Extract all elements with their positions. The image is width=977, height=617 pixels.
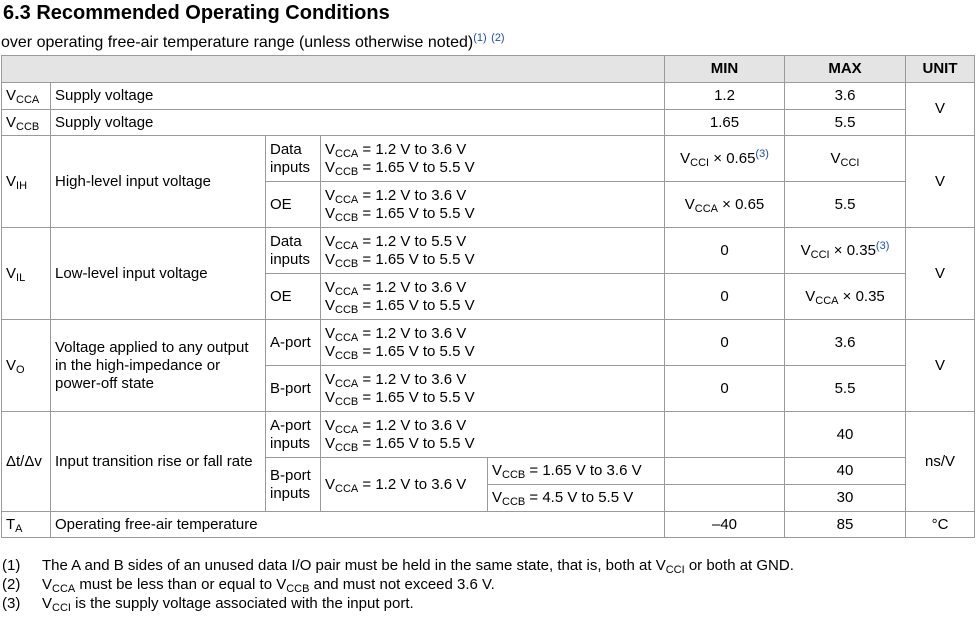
table-row-ta: TA Operating free-air temperature –40 85… bbox=[1, 511, 976, 538]
input-type-cell: Data inputs bbox=[265, 227, 321, 274]
unit-cell: V bbox=[905, 319, 976, 412]
table-row-dtdv-b2: VCCB = 4.5 V to 5.5 V 30 bbox=[2, 484, 975, 512]
header-max: MAX bbox=[784, 55, 907, 83]
min-cell bbox=[664, 484, 786, 512]
symbol-cell: VO bbox=[1, 319, 51, 412]
symbol-cell: TA bbox=[1, 511, 51, 538]
unit-cell: ns/V bbox=[905, 411, 976, 512]
condition-cell: VCCA = 1.2 V to 3.6 V VCCB = 1.65 V to 5… bbox=[319, 411, 666, 458]
condition-cell: VCCA = 1.2 V to 3.6 V bbox=[320, 457, 488, 512]
min-cell: 0 bbox=[664, 273, 786, 320]
max-cell: VCCI × 0.35(3) bbox=[784, 227, 907, 274]
table-row-vo-a: VO Voltage applied to any output in the … bbox=[1, 319, 976, 412]
description-cell: Input transition rise or fall rate bbox=[50, 411, 266, 512]
min-cell: 1.65 bbox=[664, 109, 786, 136]
description-cell: Voltage applied to any output in the hig… bbox=[50, 319, 266, 412]
section-title: 6.3 Recommended Operating Conditions bbox=[3, 2, 390, 24]
condition-cell: VCCB = 1.65 V to 3.6 V bbox=[486, 457, 666, 485]
condition-cell: VCCB = 4.5 V to 5.5 V bbox=[486, 484, 666, 512]
condition-cell: VCCA = 1.2 V to 5.5 V VCCB = 1.65 V to 5… bbox=[319, 227, 666, 274]
port-cell: B-port bbox=[265, 365, 321, 412]
max-cell: 3.6 bbox=[784, 82, 907, 110]
description-cell: High-level input voltage bbox=[50, 135, 266, 228]
table-row-vccb: VCCB Supply voltage 1.65 5.5 bbox=[1, 109, 975, 136]
footnote-ref-2[interactable]: (2) bbox=[491, 32, 505, 44]
unit-cell: V bbox=[905, 135, 976, 228]
header-unit: UNIT bbox=[905, 55, 976, 83]
table-row-vih-oe: OE VCCA = 1.2 V to 3.6 V VCCB = 1.65 V t… bbox=[2, 181, 975, 228]
footnote-ref-1[interactable]: (1) bbox=[473, 32, 487, 44]
input-type-cell: OE bbox=[265, 273, 321, 320]
unit-cell: V bbox=[905, 82, 976, 136]
min-cell: VCCA × 0.65 bbox=[664, 181, 786, 228]
symbol-cell: VIH bbox=[1, 135, 51, 228]
max-cell: 3.6 bbox=[784, 319, 907, 366]
unit-cell: °C bbox=[905, 511, 976, 538]
condition-cell: VCCA = 1.2 V to 3.6 V VCCB = 1.65 V to 5… bbox=[319, 135, 666, 182]
operating-conditions-table: MIN MAX UNIT VCCA Supply voltage 1.2 3.6… bbox=[0, 55, 976, 538]
header-row: MIN MAX UNIT bbox=[0, 55, 976, 83]
table-row-vcca: VCCA Supply voltage 1.2 3.6 V bbox=[1, 82, 976, 136]
max-cell: 5.5 bbox=[784, 181, 907, 228]
footnotes: (1) The A and B sides of an unused data … bbox=[2, 556, 794, 614]
input-type-cell: Data inputs bbox=[265, 135, 321, 182]
input-type-cell: B-port inputs bbox=[265, 457, 321, 512]
condition-cell: VCCA = 1.2 V to 3.6 V VCCB = 1.65 V to 5… bbox=[319, 365, 666, 412]
port-cell: A-port bbox=[265, 319, 321, 366]
symbol-cell: VCCA bbox=[1, 82, 51, 110]
min-cell: 0 bbox=[664, 227, 786, 274]
description-cell: Supply voltage bbox=[49, 82, 666, 110]
table-row-vih-data: VIH High-level input voltage Data inputs… bbox=[1, 135, 976, 228]
table-row-vil-oe: OE VCCA = 1.2 V to 3.6 V VCCB = 1.65 V t… bbox=[2, 273, 975, 320]
max-cell: 5.5 bbox=[784, 365, 907, 412]
description-cell: Low-level input voltage bbox=[50, 227, 266, 320]
max-cell: 85 bbox=[784, 511, 907, 538]
max-cell: 30 bbox=[784, 484, 907, 512]
min-cell: VCCI × 0.65(3) bbox=[664, 135, 786, 182]
symbol-cell: Δt/Δv bbox=[1, 411, 51, 512]
max-cell: 40 bbox=[784, 457, 907, 485]
header-min: MIN bbox=[664, 55, 786, 83]
description-cell: Supply voltage bbox=[49, 109, 666, 136]
max-cell: 5.5 bbox=[784, 109, 907, 136]
footnote-3: (3) VCCI is the supply voltage associate… bbox=[2, 595, 414, 614]
table-row-vil-data: VIL Low-level input voltage Data inputs … bbox=[1, 227, 976, 320]
condition-cell: VCCA = 1.2 V to 3.6 V VCCB = 1.65 V to 5… bbox=[319, 273, 666, 320]
min-cell: –40 bbox=[664, 511, 786, 538]
header-blank bbox=[0, 55, 666, 83]
condition-cell: VCCA = 1.2 V to 3.6 V VCCB = 1.65 V to 5… bbox=[319, 319, 666, 366]
min-cell: 0 bbox=[664, 319, 786, 366]
min-cell bbox=[664, 411, 786, 458]
condition-cell: VCCA = 1.2 V to 3.6 V VCCB = 1.65 V to 5… bbox=[319, 181, 666, 228]
max-cell: 40 bbox=[784, 411, 907, 458]
footnote-ref-3[interactable]: (3) bbox=[875, 239, 890, 252]
unit-cell: V bbox=[905, 227, 976, 320]
table-subtitle: over operating free-air temperature rang… bbox=[1, 32, 505, 52]
max-cell: VCCA × 0.35 bbox=[784, 273, 907, 320]
symbol-cell: VIL bbox=[1, 227, 51, 320]
footnote-ref-3[interactable]: (3) bbox=[755, 147, 769, 160]
min-cell: 1.2 bbox=[664, 82, 786, 110]
description-cell: Operating free-air temperature bbox=[49, 511, 666, 538]
symbol-cell: VCCB bbox=[1, 109, 51, 136]
input-type-cell: OE bbox=[265, 181, 321, 228]
input-type-cell: A-port inputs bbox=[265, 411, 321, 458]
max-cell: VCCI bbox=[784, 135, 907, 182]
footnote-1: (1) The A and B sides of an unused data … bbox=[2, 557, 794, 576]
table-row-dtdv-a: Δt/Δv Input transition rise or fall rate… bbox=[1, 411, 976, 512]
min-cell: 0 bbox=[664, 365, 786, 412]
footnote-2: (2) VCCA must be less than or equal to V… bbox=[2, 576, 495, 595]
min-cell bbox=[664, 457, 786, 485]
